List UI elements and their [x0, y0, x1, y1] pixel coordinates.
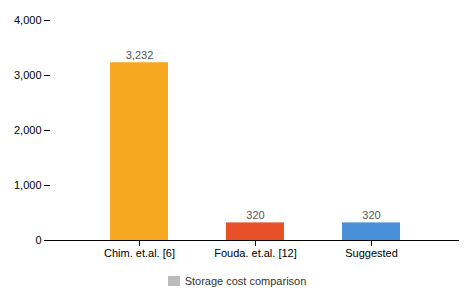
svg-text:3,232: 3,232 — [126, 49, 154, 61]
svg-text:320: 320 — [246, 209, 264, 221]
html-text:Storage cost comparison: Storage cost comparison — [184, 275, 307, 287]
svg-text:4,000: 4,000 — [14, 14, 42, 26]
svg-text:0: 0 — [35, 234, 41, 246]
svg-text:1,000: 1,000 — [14, 179, 42, 191]
svg-text:Chim. et.al. [6]: Chim. et.al. [6] — [104, 247, 175, 259]
svg-text:Fouda. et.al. [12]: Fouda. et.al. [12] — [214, 247, 297, 259]
svg-text:3,000: 3,000 — [14, 69, 42, 81]
svg-text:Suggested: Suggested — [345, 247, 398, 259]
svg-text:320: 320 — [362, 209, 380, 221]
svg-text:2,000: 2,000 — [14, 124, 42, 136]
